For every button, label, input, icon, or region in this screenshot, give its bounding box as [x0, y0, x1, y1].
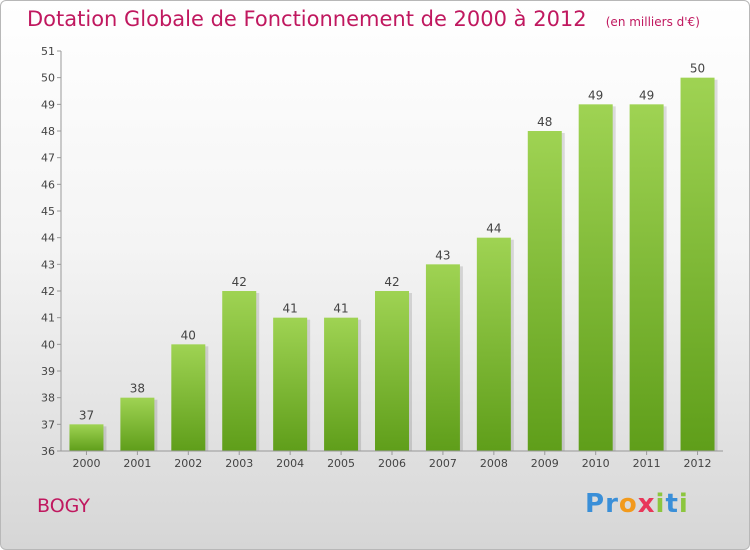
bar-value-label: 50 — [690, 62, 705, 76]
bar-value-label: 44 — [486, 222, 501, 236]
y-tick-label: 39 — [41, 365, 55, 378]
logo-letter: o — [618, 489, 638, 519]
y-tick-label: 41 — [41, 312, 55, 325]
bar-value-label: 41 — [283, 302, 298, 316]
y-tick-label: 38 — [41, 392, 55, 405]
bar-value-label: 49 — [639, 88, 654, 102]
proxiti-logo: Proxiti — [585, 489, 689, 519]
x-tick-label: 2004 — [276, 457, 304, 470]
y-tick-label: 45 — [41, 205, 55, 218]
y-tick-label: 51 — [41, 45, 55, 58]
y-tick-label: 49 — [41, 98, 55, 111]
logo-letter: t — [665, 489, 679, 519]
x-tick-label: 2002 — [174, 457, 202, 470]
y-tick-label: 43 — [41, 258, 55, 271]
bar — [476, 237, 511, 451]
x-tick-label: 2007 — [429, 457, 457, 470]
x-axis: 2000 2001 2002 2003 2004 2005 2006 2007 2008 2009… — [61, 450, 723, 470]
bar-value-label: 41 — [333, 302, 348, 316]
y-tick-label: 47 — [41, 152, 55, 165]
y-tick-label: 42 — [41, 285, 55, 298]
y-axis: 36 37 38 39 40 41 42 43 44 45 46 47 48 49 50 51 — [41, 45, 62, 458]
bar — [578, 104, 613, 451]
x-tick-label: 2003 — [225, 457, 253, 470]
x-tick-label: 2010 — [582, 457, 610, 470]
bar — [171, 344, 206, 451]
bar — [69, 424, 104, 451]
logo-letter: P — [585, 489, 606, 519]
y-tick-label: 37 — [41, 418, 55, 431]
bar — [273, 317, 308, 451]
x-tick-label: 2001 — [123, 457, 151, 470]
bar — [527, 131, 562, 451]
bar-value-label: 42 — [232, 275, 247, 289]
logo-letter: i — [655, 489, 666, 519]
unit-text: (en milliers d'€) — [605, 15, 700, 29]
y-tick-label: 40 — [41, 338, 55, 351]
y-tick-label: 48 — [41, 125, 55, 138]
bar-value-label: 38 — [130, 382, 145, 396]
bar-value-label: 49 — [588, 88, 603, 102]
bars: 37 38 40 42 41 41 42 43 44 48 49 49 50 — [69, 62, 718, 452]
bar — [324, 317, 359, 451]
x-tick-label: 2011 — [633, 457, 661, 470]
bar — [120, 397, 155, 451]
bar — [680, 77, 715, 452]
bar — [629, 104, 664, 451]
logo-letter: r — [605, 489, 619, 519]
chart-title: Dotation Globale de Fonctionnement de 20… — [27, 7, 700, 31]
bar-value-label: 42 — [384, 275, 399, 289]
x-tick-label: 2012 — [684, 457, 712, 470]
bar-value-label: 48 — [537, 115, 552, 129]
title-text: Dotation Globale de Fonctionnement de 20… — [27, 7, 587, 31]
x-tick-label: 2006 — [378, 457, 406, 470]
bar-value-label: 43 — [435, 248, 450, 262]
logo-letter: i — [678, 489, 689, 519]
bar-value-label: 37 — [79, 408, 94, 422]
y-tick-label: 44 — [41, 232, 55, 245]
y-tick-label: 36 — [41, 445, 55, 458]
x-tick-label: 2005 — [327, 457, 355, 470]
bar-value-label: 40 — [181, 328, 196, 342]
bar — [222, 291, 257, 451]
x-tick-label: 2008 — [480, 457, 508, 470]
place-name: BOGY — [37, 495, 91, 517]
bar — [425, 264, 460, 451]
bar — [375, 291, 409, 451]
x-tick-label: 2000 — [72, 457, 100, 470]
x-tick-label: 2009 — [531, 457, 559, 470]
y-tick-label: 46 — [41, 178, 55, 191]
logo-letter: x — [637, 489, 656, 519]
y-tick-label: 50 — [41, 72, 55, 85]
